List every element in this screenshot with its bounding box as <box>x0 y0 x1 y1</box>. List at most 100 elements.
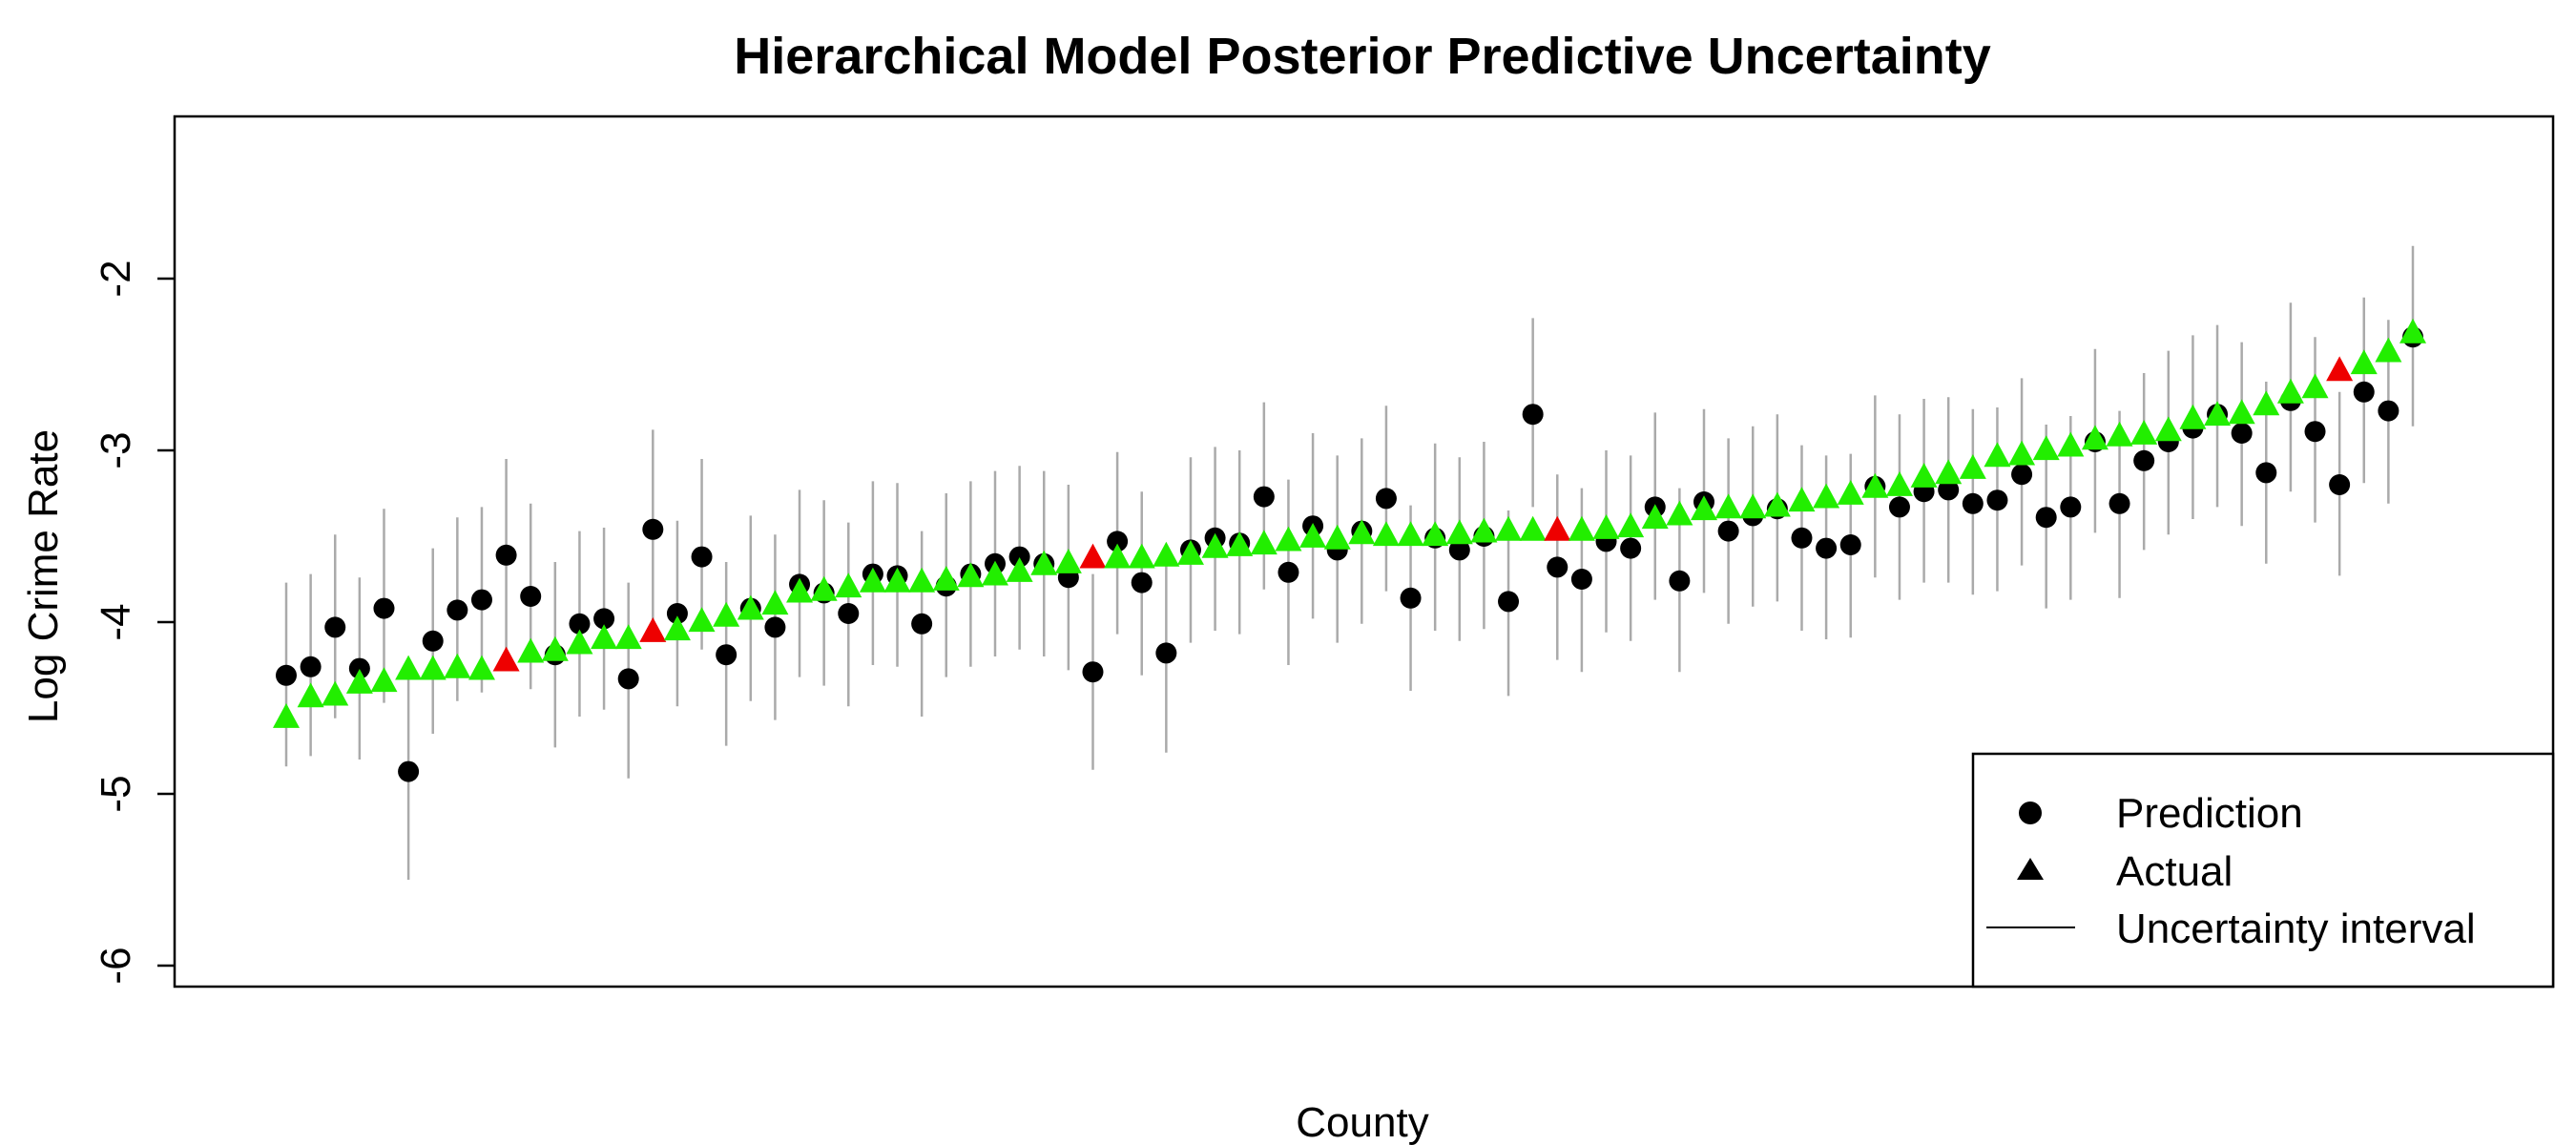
prediction-point <box>422 630 444 652</box>
actual-point <box>1935 459 1963 485</box>
prediction-point <box>1278 561 1299 583</box>
actual-point <box>1397 521 1424 547</box>
actual-point <box>786 577 814 603</box>
actual-point <box>1666 500 1693 526</box>
actual-point <box>932 566 960 591</box>
actual-point <box>2375 337 2402 363</box>
actual-point <box>737 594 764 620</box>
prediction-point <box>470 589 492 611</box>
actual-point <box>1617 512 1645 538</box>
prediction-point <box>2011 464 2033 486</box>
actual-point <box>1519 515 1547 541</box>
actual-point <box>1910 463 1938 488</box>
prediction-points <box>276 326 2423 782</box>
actual-point <box>663 615 691 641</box>
prediction-point <box>1082 661 1104 683</box>
actual-point <box>1275 526 1302 552</box>
prediction-point <box>2035 507 2057 529</box>
actual-point <box>982 560 1008 586</box>
prediction-point <box>1938 479 1960 501</box>
y-tick-label: -2 <box>93 260 139 297</box>
legend-prediction-marker <box>2019 802 2042 824</box>
actual-point <box>1544 515 1571 541</box>
prediction-point <box>1962 492 1984 514</box>
prediction-point <box>569 613 591 635</box>
actual-point <box>957 562 985 588</box>
actual-point <box>345 669 373 694</box>
prediction-point <box>1839 534 1861 555</box>
actual-point <box>1885 471 1913 496</box>
actual-point <box>835 572 862 598</box>
prediction-point <box>276 664 297 686</box>
prediction-point <box>2304 421 2326 443</box>
actual-point <box>2276 378 2304 404</box>
prediction-point <box>1008 546 1030 568</box>
prediction-point <box>691 546 713 568</box>
actual-point <box>2228 399 2255 425</box>
actual-point <box>688 607 716 633</box>
prediction-point <box>1791 527 1813 549</box>
prediction-point <box>1620 537 1642 559</box>
actual-point <box>1323 524 1351 550</box>
actual-point <box>1201 532 1229 558</box>
actual-point <box>1153 541 1180 567</box>
legend-prediction-label: Prediction <box>2116 790 2303 837</box>
actual-point <box>2154 416 2182 442</box>
actual-point <box>2008 440 2036 466</box>
prediction-point <box>666 603 688 624</box>
prediction-point <box>1669 570 1691 592</box>
actual-point <box>2179 404 2207 429</box>
legend-box <box>1971 752 2555 989</box>
prediction-point <box>1107 531 1129 552</box>
actual-point <box>1641 504 1669 530</box>
prediction-point <box>348 657 370 679</box>
prediction-point <box>2329 474 2351 495</box>
actual-point <box>614 624 642 650</box>
actual-point <box>761 590 789 615</box>
y-axis-label: Log Crime Rate <box>20 429 67 723</box>
plot-frame <box>173 114 2555 989</box>
actual-point <box>1128 543 1155 569</box>
actual-point <box>1837 480 1864 505</box>
actual-point <box>639 617 667 642</box>
actual-point <box>1568 515 1595 541</box>
actual-point <box>2253 390 2280 416</box>
actual-point <box>1299 523 1327 548</box>
prediction-point <box>1816 537 1838 559</box>
actual-point <box>1006 557 1033 582</box>
actual-point <box>2301 373 2329 399</box>
prediction-point <box>520 586 542 607</box>
chart-title: Hierarchical Model Posterior Predictive … <box>734 28 1990 85</box>
prediction-point <box>642 518 664 540</box>
actual-point <box>591 624 618 650</box>
legend-actual-label: Actual <box>2116 848 2233 895</box>
actual-point <box>2399 318 2426 344</box>
actual-point <box>1348 519 1376 545</box>
prediction-point <box>838 603 860 624</box>
prediction-point <box>911 613 933 635</box>
actual-point <box>1788 487 1816 512</box>
prediction-point <box>495 544 517 566</box>
actual-point <box>1054 549 1082 573</box>
prediction-point <box>2109 492 2130 514</box>
actual-point <box>1250 530 1278 555</box>
prediction-point <box>324 616 346 638</box>
actual-point <box>810 575 838 601</box>
x-axis-label: County <box>1296 1099 1428 1145</box>
actual-point <box>467 655 495 680</box>
y-axis: -6 -5 -4 -3 -2 <box>93 260 175 985</box>
actual-point <box>297 682 324 708</box>
actual-point <box>2032 435 2060 461</box>
actual-point <box>2081 425 2109 450</box>
actual-point <box>2326 356 2354 382</box>
actual-point <box>1495 515 1523 541</box>
prediction-point <box>447 599 468 621</box>
prediction-point <box>373 597 395 619</box>
prediction-point <box>1570 569 1592 590</box>
actual-point <box>2106 421 2133 447</box>
prediction-point <box>764 616 786 638</box>
prediction-point <box>1400 587 1422 609</box>
actual-point <box>1959 454 1986 479</box>
actual-point <box>1592 514 1620 539</box>
